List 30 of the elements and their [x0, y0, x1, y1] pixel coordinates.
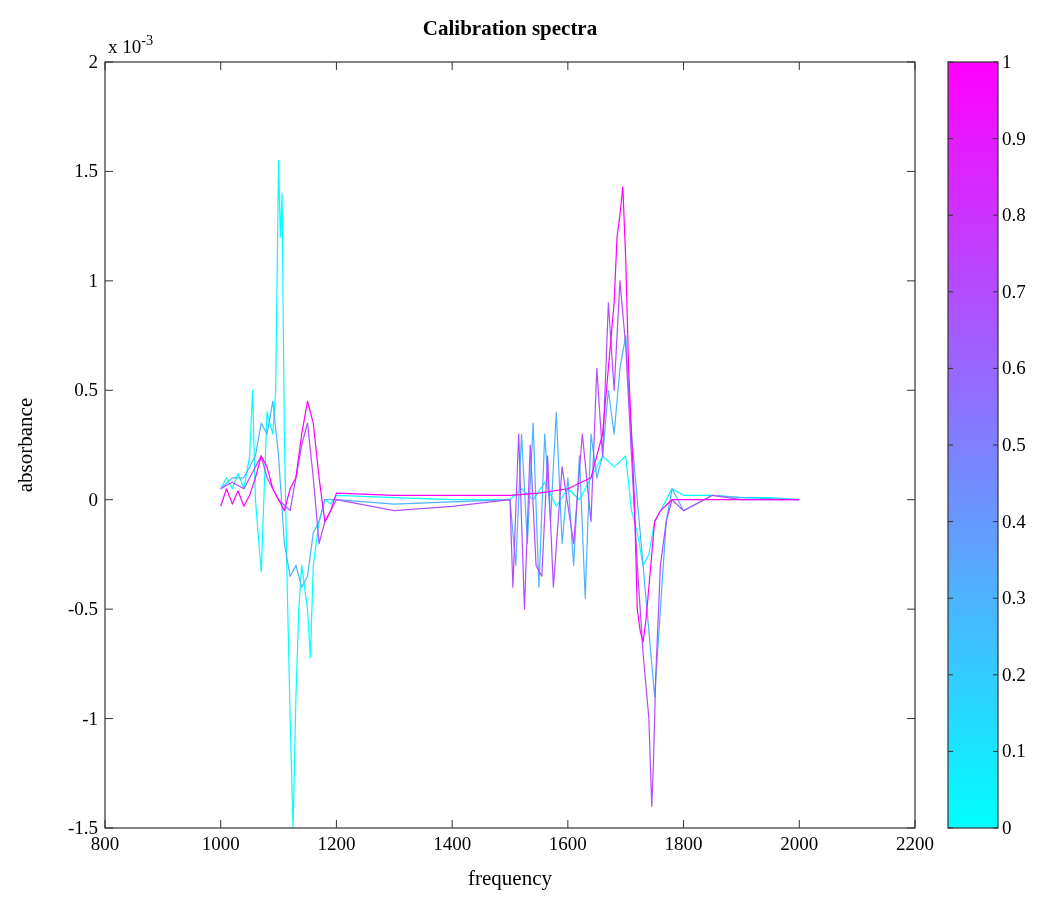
chart-title: Calibration spectra — [422, 16, 598, 40]
y-tick-label: 2 — [88, 51, 98, 72]
color-bar-label: 0.2 — [1002, 663, 1026, 685]
x-tick-label: 1400 — [433, 833, 472, 854]
y-axis-title: absorbance — [13, 397, 37, 493]
color-bar-label: 0.9 — [1002, 127, 1026, 149]
color-bar-label: 0.1 — [1002, 740, 1026, 762]
x-tick-label: 2200 — [896, 833, 934, 854]
x-tick-label: 1200 — [317, 833, 356, 854]
color-bar-label: 0.5 — [1002, 434, 1026, 455]
color-bar-label: 0.3 — [1002, 587, 1026, 609]
color-bar-label: 0.7 — [1002, 280, 1026, 302]
line-series — [220, 186, 800, 643]
x-tick-label: 1800 — [664, 833, 703, 854]
x-tick-label: 1600 — [548, 833, 587, 854]
y-tick-label: 1 — [88, 269, 98, 291]
x-tick-label: 1000 — [201, 833, 240, 854]
x-tick-label: 2000 — [780, 833, 819, 854]
x-axis-title: frequency — [468, 866, 553, 890]
text: x 10$^{-3}$ — [108, 32, 154, 57]
y-tick-label: -1 — [82, 707, 98, 729]
color-bar-label: 0.8 — [1002, 204, 1026, 226]
y-tick-label: -0.5 — [67, 598, 98, 620]
y-tick-label: 0 — [88, 488, 98, 510]
color-bar-label: 1 — [1002, 51, 1012, 72]
color-bar-label: 0.6 — [1002, 357, 1026, 379]
y-tick-label: 0.5 — [74, 379, 98, 401]
color-bar-label: 0 — [1002, 817, 1012, 838]
color-bar-label: 0.4 — [1002, 510, 1027, 532]
y-tick-label: 1.5 — [74, 160, 98, 182]
